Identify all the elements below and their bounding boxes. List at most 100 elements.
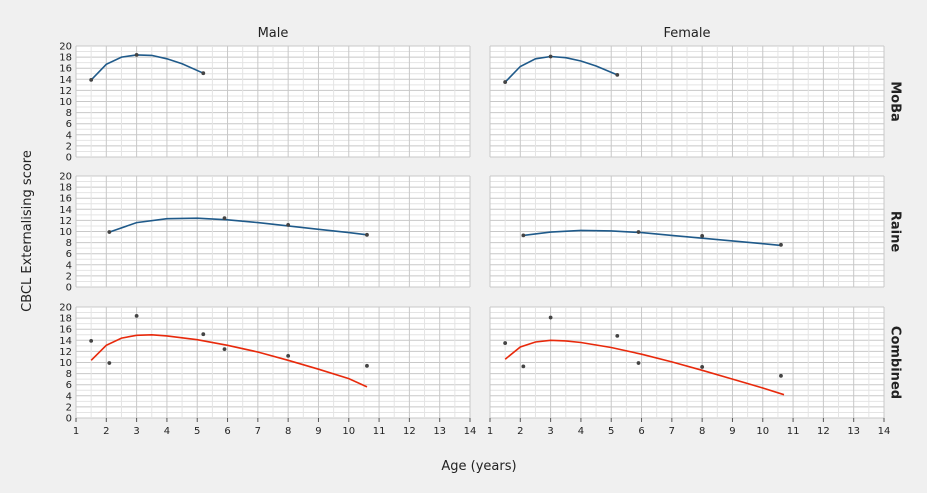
x-tick-label: 9 — [315, 426, 321, 437]
data-point — [779, 373, 783, 378]
x-tick-label: 12 — [817, 426, 830, 437]
x-tick-label: 14 — [878, 426, 891, 437]
y-tick-label: 4 — [66, 391, 72, 402]
x-tick-label: 14 — [464, 426, 477, 437]
y-tick-label: 10 — [59, 97, 72, 108]
data-point — [636, 361, 641, 365]
data-point — [779, 242, 783, 247]
x-tick-label: 11 — [787, 426, 800, 437]
x-tick-label: 6 — [224, 426, 230, 437]
y-tick-label: 12 — [59, 347, 72, 358]
data-point — [222, 216, 227, 221]
y-tick-label: 2 — [66, 402, 72, 413]
data-point — [107, 361, 112, 365]
y-tick-label: 4 — [66, 260, 72, 271]
y-tick-label: 4 — [66, 130, 72, 141]
y-tick-label: 10 — [59, 358, 72, 369]
fit-line-moba-female — [504, 55, 618, 83]
data-point — [615, 72, 620, 77]
row-strip-raine: Raine — [888, 211, 903, 252]
data-point — [636, 230, 641, 234]
x-tick-label: 8 — [699, 426, 705, 437]
y-tick-label: 2 — [66, 271, 72, 282]
x-tick-label: 11 — [373, 426, 386, 437]
fit-line-raine-female — [523, 229, 782, 247]
y-tick-label: 0 — [66, 283, 72, 294]
x-tick-label: 13 — [847, 426, 860, 437]
column-strip-female: Female — [663, 26, 710, 41]
data-point — [286, 222, 291, 227]
y-axis-label: CBCL Externalising score — [20, 150, 35, 312]
x-tick-label: 7 — [669, 426, 675, 437]
y-tick-label: 20 — [59, 42, 72, 53]
y-tick-label: 14 — [59, 205, 72, 216]
x-tick-label: 6 — [638, 426, 644, 437]
y-tick-label: 10 — [59, 227, 72, 238]
data-point — [89, 338, 94, 343]
y-tick-label: 12 — [59, 86, 72, 97]
y-tick-label: 8 — [66, 238, 72, 249]
x-tick-label: 3 — [133, 426, 139, 437]
y-tick-label: 18 — [59, 314, 72, 325]
x-tick-label: 10 — [342, 426, 355, 437]
data-point — [521, 364, 526, 369]
x-tick-label: 12 — [403, 426, 416, 437]
y-tick-label: 8 — [66, 108, 72, 119]
data-point — [503, 341, 508, 345]
y-tick-label: 0 — [66, 414, 72, 425]
x-tick-label: 5 — [194, 426, 200, 437]
y-tick-label: 20 — [59, 172, 72, 183]
data-point — [286, 353, 291, 358]
data-point — [201, 332, 206, 337]
y-tick-label: 2 — [66, 141, 72, 152]
data-point — [365, 363, 369, 368]
data-point — [521, 233, 526, 238]
y-tick-label: 14 — [59, 336, 72, 347]
y-tick-label: 16 — [59, 325, 72, 336]
data-point — [503, 80, 508, 84]
data-point — [548, 315, 553, 320]
row-strip-moba: MoBa — [888, 81, 903, 122]
x-tick-label: 8 — [285, 426, 291, 437]
panel-raine-female — [489, 175, 885, 288]
y-tick-label: 6 — [66, 380, 72, 391]
data-point — [700, 365, 705, 369]
y-tick-label: 6 — [66, 249, 72, 260]
x-tick-label: 3 — [547, 426, 553, 437]
x-axis-label: Age (years) — [441, 459, 516, 474]
y-tick-label: 20 — [59, 303, 72, 314]
data-point — [615, 333, 620, 338]
data-point — [222, 347, 227, 352]
panel-moba-female — [489, 45, 885, 158]
x-tick-label: 10 — [756, 426, 769, 437]
fit-line-combined-male — [90, 333, 368, 388]
y-tick-label: 12 — [59, 216, 72, 227]
data-point — [201, 71, 206, 76]
y-tick-label: 6 — [66, 119, 72, 130]
data-point — [548, 54, 553, 59]
x-tick-label: 4 — [578, 426, 584, 437]
fit-line-combined-female — [504, 339, 785, 396]
data-point — [134, 313, 139, 318]
data-point — [134, 52, 139, 57]
x-tick-label: 7 — [255, 426, 261, 437]
data-point — [107, 230, 112, 234]
x-tick-label: 1 — [487, 426, 493, 437]
x-tick-label: 4 — [164, 426, 170, 437]
data-point — [89, 77, 94, 82]
data-point — [365, 232, 369, 237]
row-strip-combined: Combined — [888, 326, 903, 399]
y-tick-label: 16 — [59, 194, 72, 205]
x-tick-label: 9 — [729, 426, 735, 437]
y-tick-label: 16 — [59, 64, 72, 75]
column-strip-male: Male — [258, 26, 289, 41]
y-tick-label: 14 — [59, 75, 72, 86]
x-tick-label: 5 — [608, 426, 614, 437]
data-point — [700, 234, 705, 238]
y-tick-label: 0 — [66, 153, 72, 164]
x-tick-label: 13 — [433, 426, 446, 437]
